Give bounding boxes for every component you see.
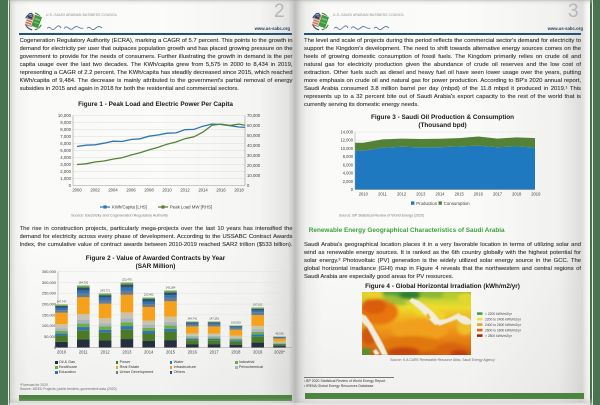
svg-text:350,000: 350,000 bbox=[42, 269, 57, 274]
svg-text:200,000: 200,000 bbox=[42, 302, 57, 307]
svg-text:70,000: 70,000 bbox=[247, 113, 261, 118]
svg-text:2006: 2006 bbox=[126, 188, 136, 193]
svg-text:2019: 2019 bbox=[531, 192, 541, 197]
svg-text:2010: 2010 bbox=[162, 188, 172, 193]
svg-text:40,000: 40,000 bbox=[247, 143, 261, 148]
svg-text:149,741: 149,741 bbox=[187, 317, 197, 321]
svg-text:243,771: 243,771 bbox=[100, 289, 110, 293]
svg-text:250,000: 250,000 bbox=[42, 291, 57, 296]
svg-text:147,291: 147,291 bbox=[209, 317, 219, 321]
svg-text:2017: 2017 bbox=[210, 349, 220, 354]
svg-text:2015: 2015 bbox=[455, 192, 465, 197]
svg-text:6,000: 6,000 bbox=[60, 141, 71, 146]
svg-text:3,000: 3,000 bbox=[60, 162, 71, 167]
svg-text:Source: Electricity and Cogene: Source: Electricity and Cogeneration Reg… bbox=[71, 214, 168, 218]
svg-text:1,000: 1,000 bbox=[60, 176, 71, 181]
svg-text:45,195: 45,195 bbox=[275, 332, 284, 336]
svg-text:2400 to 2600 kWh/m2/yr: 2400 to 2600 kWh/m2/yr bbox=[485, 323, 522, 327]
svg-text:Peak Load MW [RHS]: Peak Load MW [RHS] bbox=[170, 205, 212, 210]
svg-text:< 2200 kWh/m2/yr: < 2200 kWh/m2/yr bbox=[485, 312, 513, 316]
svg-text:300,000: 300,000 bbox=[42, 280, 57, 285]
svg-text:> 2800 kWh/m2/yr: > 2800 kWh/m2/yr bbox=[485, 334, 513, 338]
svg-text:2014: 2014 bbox=[198, 188, 208, 193]
svg-text:2011: 2011 bbox=[378, 192, 388, 197]
svg-text:2200 to 2400 kWh/m2/yr: 2200 to 2400 kWh/m2/yr bbox=[485, 317, 522, 321]
svg-text:2015: 2015 bbox=[166, 349, 176, 354]
svg-text:2018: 2018 bbox=[231, 349, 241, 354]
svg-text:223,402: 223,402 bbox=[144, 293, 154, 297]
svg-text:10,000: 10,000 bbox=[58, 113, 72, 118]
svg-text:2600 to 2800 kWh/m2/yr: 2600 to 2800 kWh/m2/yr bbox=[485, 328, 522, 332]
svg-text:2016: 2016 bbox=[188, 349, 198, 354]
svg-text:4,000: 4,000 bbox=[343, 171, 354, 176]
svg-text:150,000: 150,000 bbox=[42, 312, 57, 317]
svg-text:0: 0 bbox=[69, 183, 72, 188]
svg-text:12,000: 12,000 bbox=[340, 138, 353, 143]
svg-text:4,000: 4,000 bbox=[60, 155, 71, 160]
svg-text:60,000: 60,000 bbox=[247, 123, 261, 128]
svg-text:2012: 2012 bbox=[180, 188, 190, 193]
svg-text:100,503: 100,503 bbox=[231, 321, 241, 325]
svg-text:2014: 2014 bbox=[144, 349, 154, 354]
svg-text:100,000: 100,000 bbox=[42, 323, 57, 328]
svg-text:0: 0 bbox=[351, 187, 354, 192]
svg-text:8,000: 8,000 bbox=[60, 127, 71, 132]
svg-text:5,000: 5,000 bbox=[60, 148, 71, 153]
svg-text:2,000: 2,000 bbox=[60, 169, 71, 174]
svg-text:6,000: 6,000 bbox=[343, 162, 354, 167]
svg-text:Source: BP Statistical Review: Source: BP Statistical Review of World E… bbox=[339, 214, 424, 218]
svg-text:242,284: 242,284 bbox=[166, 286, 176, 290]
svg-text:2017: 2017 bbox=[493, 192, 503, 197]
svg-text:2000: 2000 bbox=[72, 188, 82, 193]
svg-text:2013: 2013 bbox=[416, 192, 426, 197]
svg-text:2010: 2010 bbox=[57, 349, 67, 354]
svg-text:2016: 2016 bbox=[474, 192, 484, 197]
svg-text:222,475: 222,475 bbox=[122, 278, 132, 282]
svg-text:2010: 2010 bbox=[359, 192, 369, 197]
svg-text:10,000: 10,000 bbox=[247, 173, 261, 178]
svg-text:50,000: 50,000 bbox=[44, 334, 57, 339]
svg-text:147,747: 147,747 bbox=[57, 300, 67, 304]
svg-text:Production: Production bbox=[416, 201, 438, 206]
svg-text:KWh/Capita [LHS]: KWh/Capita [LHS] bbox=[112, 205, 147, 210]
svg-text:0: 0 bbox=[247, 183, 250, 188]
svg-text:2011: 2011 bbox=[79, 349, 89, 354]
svg-text:2004: 2004 bbox=[108, 188, 118, 193]
svg-text:8,000: 8,000 bbox=[343, 154, 354, 159]
svg-text:2019: 2019 bbox=[253, 349, 263, 354]
svg-text:20,000: 20,000 bbox=[247, 163, 261, 168]
svg-text:2012: 2012 bbox=[101, 349, 111, 354]
svg-text:2008: 2008 bbox=[144, 188, 154, 193]
svg-text:2013: 2013 bbox=[122, 349, 132, 354]
svg-text:10,000: 10,000 bbox=[340, 146, 353, 151]
svg-text:50,000: 50,000 bbox=[247, 133, 261, 138]
svg-text:2012: 2012 bbox=[397, 192, 407, 197]
svg-text:194,702: 194,702 bbox=[78, 281, 88, 285]
svg-text:2016: 2016 bbox=[216, 188, 226, 193]
svg-text:2018: 2018 bbox=[234, 188, 244, 193]
svg-text:2014: 2014 bbox=[435, 192, 445, 197]
svg-text:2018: 2018 bbox=[512, 192, 522, 197]
svg-text:14,000: 14,000 bbox=[340, 129, 353, 134]
svg-text:2002: 2002 bbox=[90, 188, 100, 193]
svg-text:2,000: 2,000 bbox=[343, 179, 354, 184]
svg-text:197,102: 197,102 bbox=[253, 303, 263, 307]
svg-text:Consumption: Consumption bbox=[444, 201, 470, 206]
svg-text:9,000: 9,000 bbox=[60, 120, 71, 125]
svg-text:7,000: 7,000 bbox=[60, 134, 71, 139]
svg-text:30,000: 30,000 bbox=[247, 153, 261, 158]
svg-text:2020*: 2020* bbox=[274, 349, 285, 354]
